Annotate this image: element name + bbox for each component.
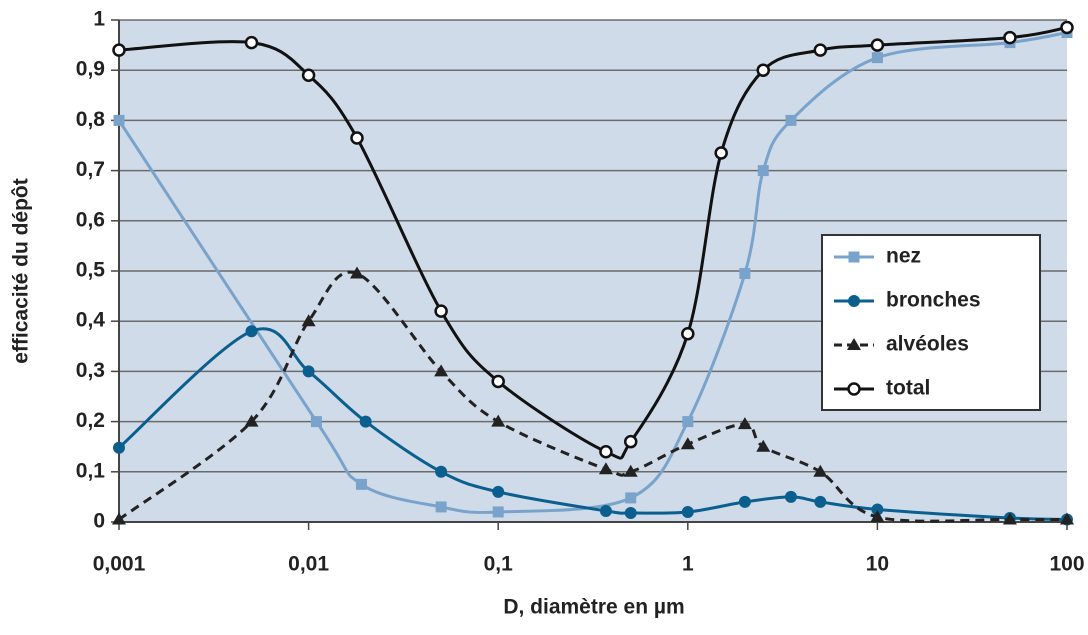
marker [1002,512,1017,525]
marker [681,327,695,341]
marker [244,414,259,427]
marker [785,114,797,126]
marker [302,365,315,378]
y-tick-label: 0,7 [76,158,105,181]
legend-label: alvéoles [886,333,969,356]
marker [847,382,861,396]
marker [113,441,125,454]
legend-label: bronches [886,289,981,312]
marker [434,364,449,377]
marker [301,68,316,82]
marker [847,338,861,350]
y-tick-label: 0,9 [76,58,105,81]
marker [245,325,258,338]
marker [350,131,364,145]
y-tick-label: 1 [93,8,105,31]
series-line [118,270,1068,523]
marker [301,314,316,327]
marker [112,43,126,57]
marker [784,490,797,503]
y-tick-label: 0,8 [76,108,106,131]
marker [756,63,770,77]
marker [624,506,637,519]
marker [599,504,612,517]
marker [757,165,769,177]
marker [870,509,885,522]
marker [1060,20,1074,35]
x-tick-label: 10 [866,553,889,576]
x-tick-label: 1 [682,553,694,576]
marker [435,465,448,478]
y-tick-label: 0,2 [76,409,105,432]
marker [739,268,751,280]
x-axis-label: D, diamètre en µm [503,596,684,619]
marker [871,52,883,64]
marker [737,417,752,430]
y-tick-label: 0,5 [76,259,106,282]
y-tick-label: 0,6 [76,208,105,231]
y-tick-label: 0 [93,510,105,533]
marker [492,485,505,498]
marker [738,495,751,508]
marker [598,462,613,475]
marker [244,35,259,50]
y-tick-label: 0,3 [76,359,105,382]
marker [349,266,364,279]
marker [599,444,613,459]
marker [491,374,505,389]
marker [434,304,448,318]
marker [310,416,322,428]
marker [756,439,771,452]
marker [492,506,504,518]
marker [848,251,860,263]
marker [623,434,638,449]
legend [821,234,1041,411]
x-tick-label: 0,1 [484,553,514,576]
marker [1003,30,1017,45]
marker [491,414,506,427]
marker [680,437,695,450]
marker [714,146,728,160]
x-tick-label: 100 [1049,553,1084,576]
y-tick-label: 0,4 [76,309,106,332]
marker [112,512,126,525]
x-tick-label: 0,001 [93,553,146,576]
y-axis-label: efficacité du dépôt [10,178,33,364]
marker [814,495,827,508]
marker [359,415,372,428]
legend-label: total [886,377,930,400]
marker [848,295,860,307]
marker [871,503,884,516]
marker [435,501,447,513]
marker [1060,512,1074,525]
marker [682,416,694,428]
marker [625,492,637,504]
marker [870,38,885,52]
x-tick-label: 0,01 [288,553,329,576]
marker [113,114,125,126]
marker [813,43,828,57]
marker [681,505,694,518]
y-tick-label: 0,1 [76,459,106,482]
legend-label: nez [886,245,921,268]
marker [623,464,638,477]
marker [813,464,828,477]
marker [355,478,367,490]
